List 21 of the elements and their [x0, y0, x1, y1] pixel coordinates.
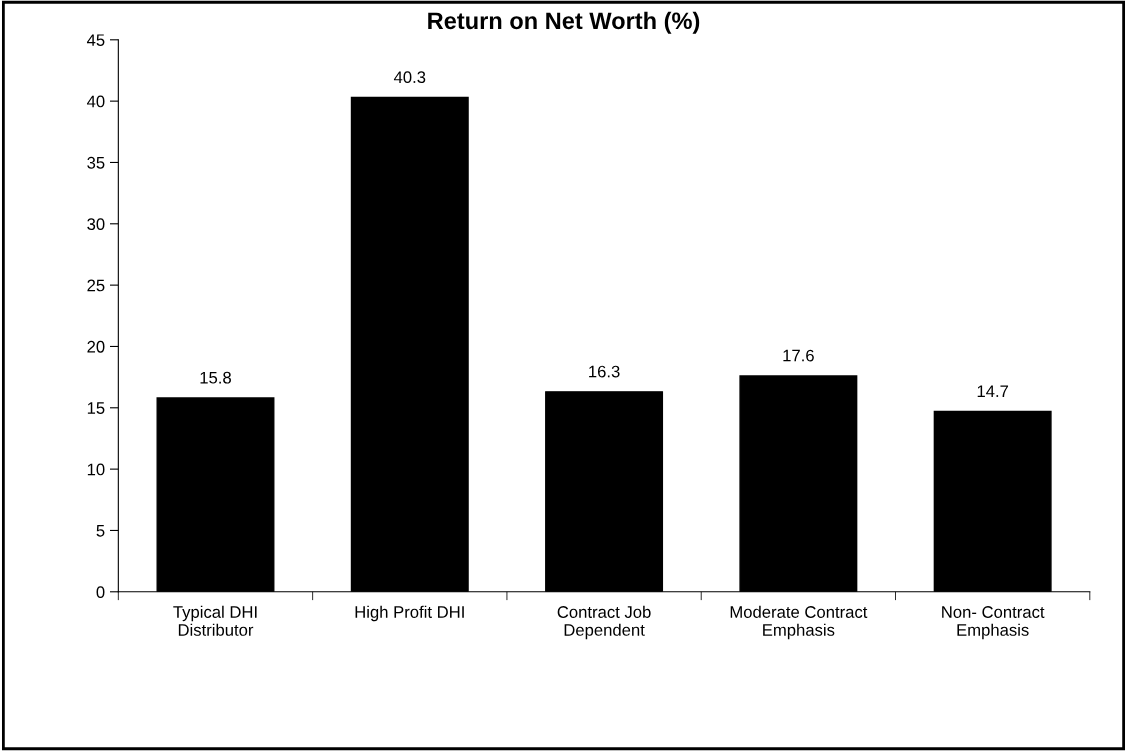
- y-tick-label: 0: [96, 586, 105, 598]
- data-label: 40.3: [393, 71, 426, 84]
- x-tick-label: Moderate Contract Emphasis: [730, 605, 868, 640]
- y-tick-label: 40: [86, 95, 105, 108]
- data-label: 15.8: [200, 371, 231, 384]
- y-tick-label: 10: [87, 463, 105, 476]
- data-label: 16.3: [589, 365, 620, 378]
- data-label: 14.7: [977, 385, 1009, 397]
- x-tick-label: Contract Job Dependent: [557, 605, 651, 640]
- data-label: 17.6: [783, 349, 814, 362]
- y-tick-label: 20: [87, 340, 105, 353]
- x-tick-label: Typical DHI Distributor: [173, 605, 257, 636]
- y-tick-label: 15: [87, 402, 105, 414]
- x-tick-label: Non- Contract Emphasis: [942, 606, 1045, 640]
- y-tick-label: 45: [86, 34, 105, 47]
- chart-title: Return on Net Worth (%): [428, 11, 700, 34]
- y-tick-label: 5: [96, 525, 105, 537]
- y-tick-label: 30: [87, 218, 105, 230]
- x-tick-label: High Profit DHI: [355, 605, 464, 622]
- y-tick-label: 25: [87, 279, 105, 292]
- y-tick-label: 35: [87, 156, 105, 169]
